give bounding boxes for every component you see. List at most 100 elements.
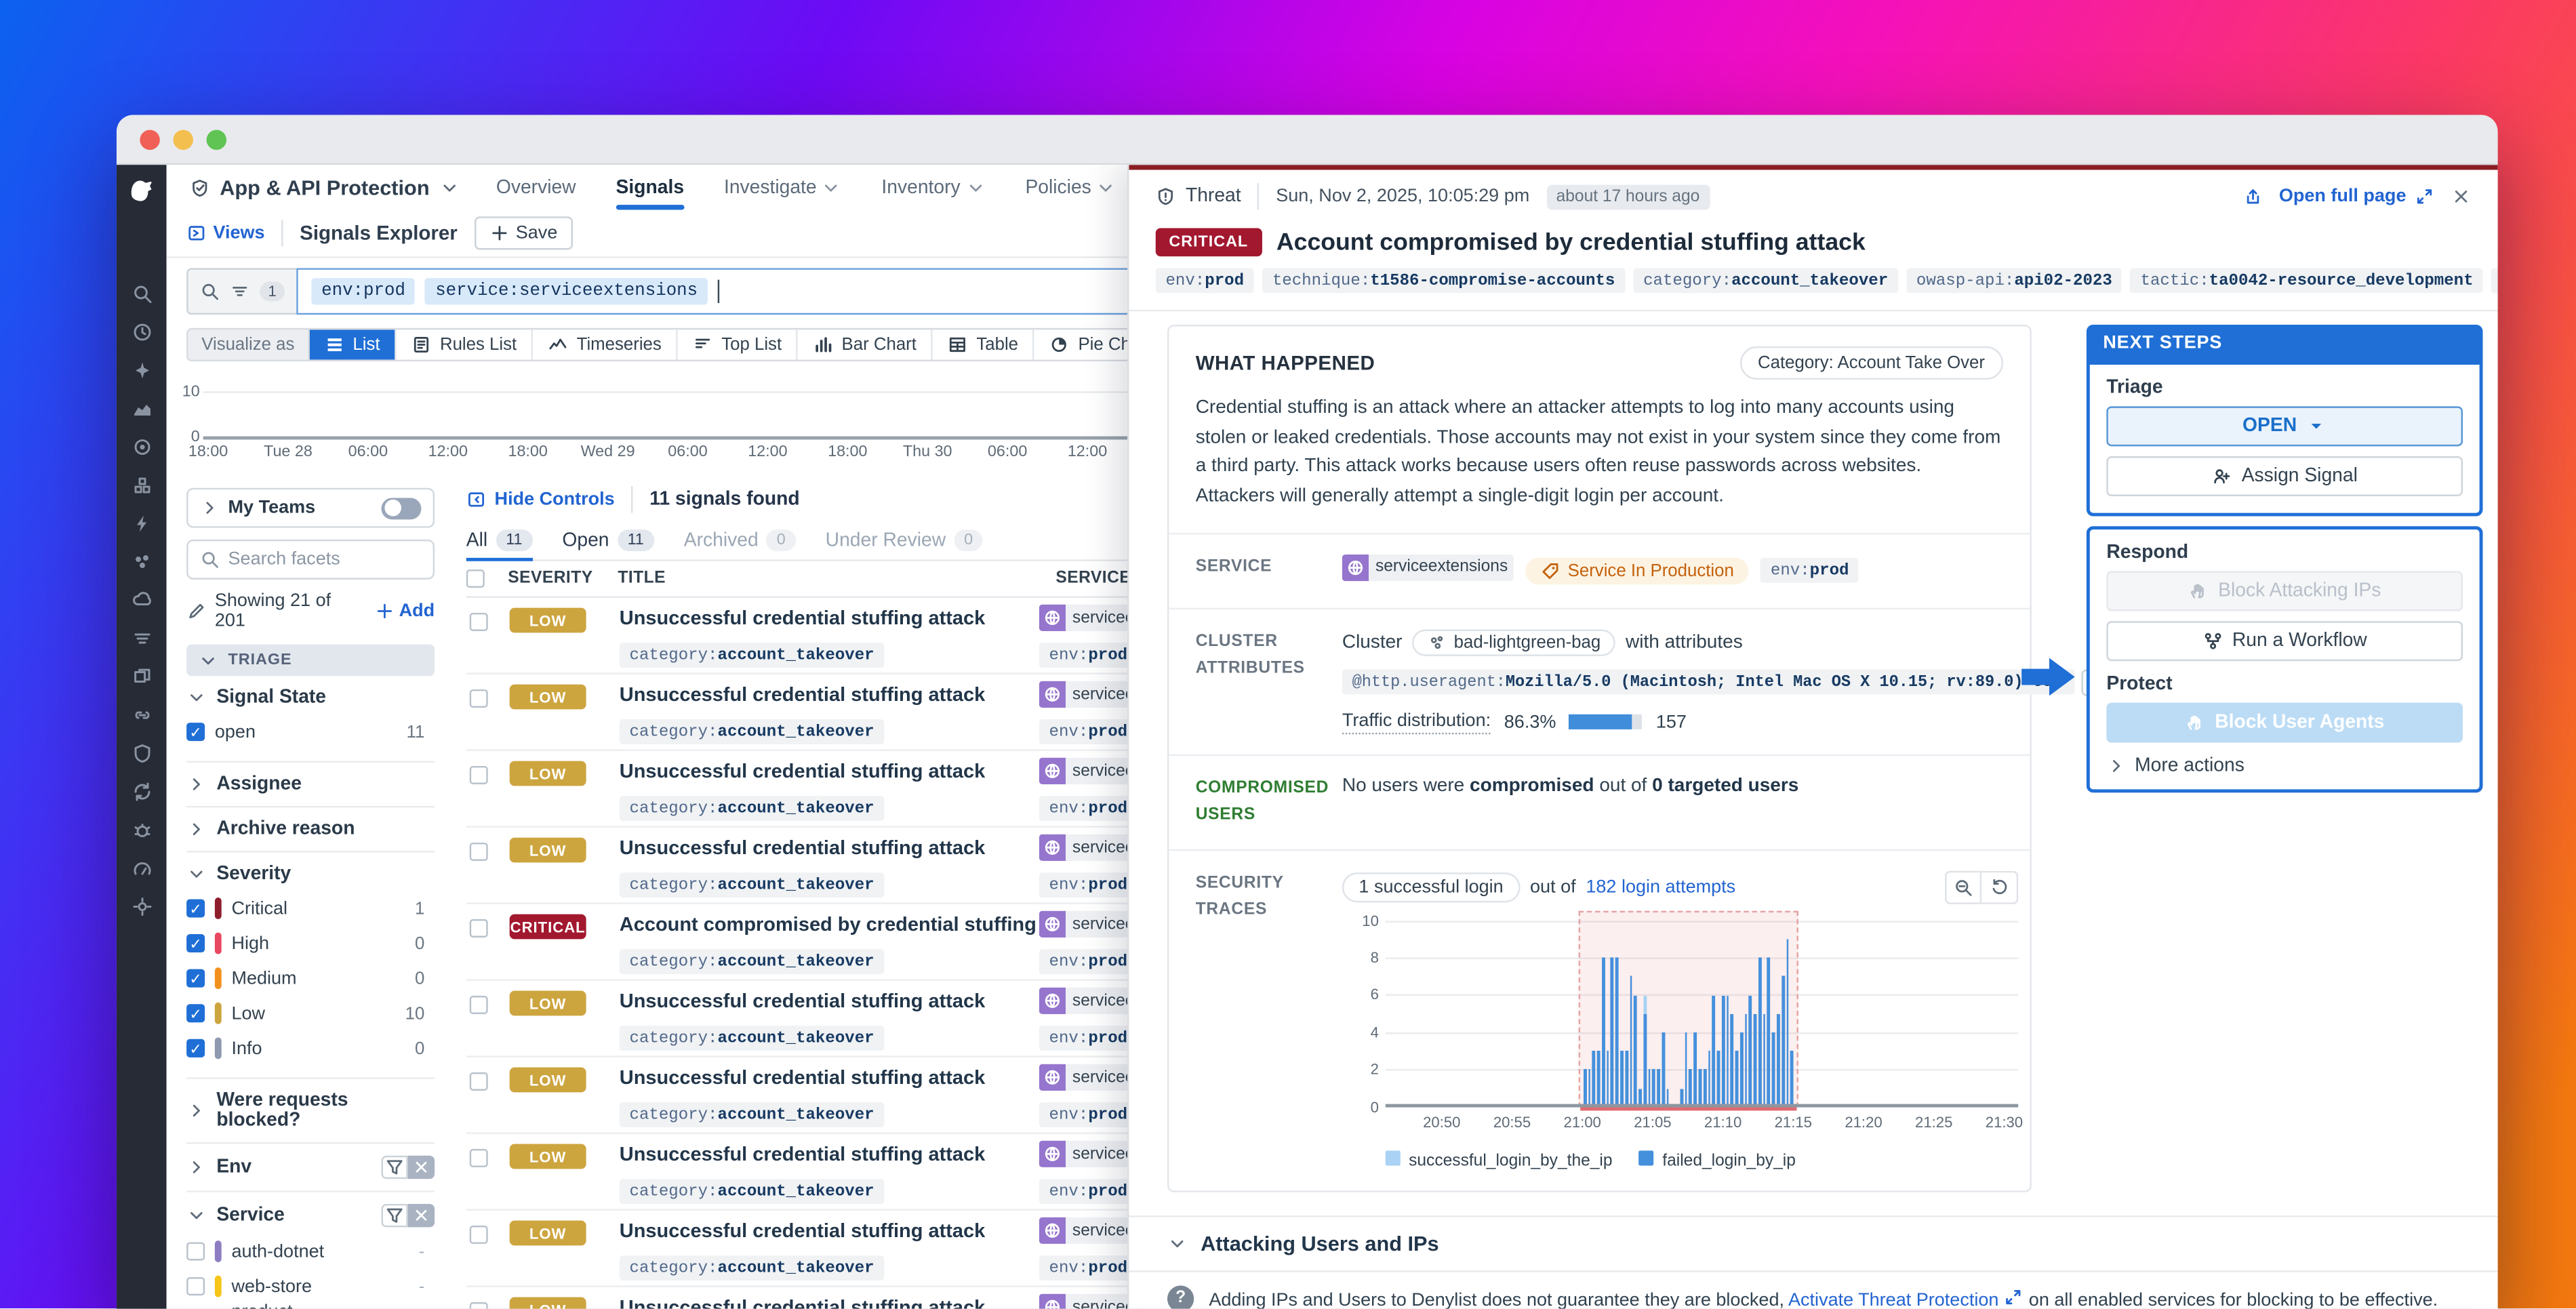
- facet-checkbox[interactable]: ✓: [186, 1039, 205, 1058]
- service-chip[interactable]: serviceextensions: [1039, 834, 1139, 861]
- zoom-out-icon[interactable]: [1945, 870, 1981, 904]
- nav-link-inventory[interactable]: Inventory: [881, 165, 985, 209]
- product-switcher[interactable]: App & API Protection: [190, 176, 460, 199]
- service-chip[interactable]: serviceextensions: [1039, 1294, 1139, 1309]
- category-tag[interactable]: category:account_takeover: [620, 872, 885, 898]
- gauge-icon[interactable]: [130, 856, 153, 879]
- legend-item[interactable]: failed_login_by_ip: [1639, 1150, 1796, 1170]
- facet-checkbox[interactable]: ✓: [186, 934, 205, 952]
- legend-item[interactable]: successful_login_by_the_ip: [1386, 1150, 1613, 1170]
- env-tag[interactable]: env:prod: [1039, 643, 1138, 668]
- row-checkbox[interactable]: [470, 1226, 488, 1244]
- env-tag[interactable]: env:prod: [1039, 1026, 1138, 1051]
- facet-header-severity[interactable]: Severity: [186, 864, 435, 884]
- facet-checkbox[interactable]: ✓: [186, 969, 205, 988]
- threat-tag[interactable]: category:account_takeover: [1633, 268, 1898, 293]
- row-checkbox[interactable]: [470, 919, 488, 938]
- triage-group-header[interactable]: TRIAGE: [186, 645, 435, 677]
- hexagons-icon[interactable]: [130, 550, 153, 573]
- category-tag[interactable]: category:account_takeover: [620, 1255, 885, 1281]
- row-checkbox[interactable]: [470, 1072, 488, 1091]
- facet-header-blocked[interactable]: Were requests blocked?: [186, 1091, 435, 1131]
- attacking-users-section-header[interactable]: Attacking Users and IPs: [1129, 1217, 2497, 1270]
- category-tag[interactable]: category:account_takeover: [620, 643, 885, 668]
- env-tag[interactable]: env:prod: [1039, 1179, 1138, 1204]
- visualize-table[interactable]: Table: [933, 329, 1035, 359]
- env-tag[interactable]: env:prod: [1039, 719, 1138, 744]
- category-tag[interactable]: category:account_takeover: [620, 719, 885, 744]
- env-tag[interactable]: env:prod: [1039, 872, 1138, 898]
- cubes-icon[interactable]: [130, 473, 153, 496]
- visualize-top-list[interactable]: Top List: [678, 329, 798, 359]
- threat-tag[interactable]: technique:t1586-compromise-accounts: [1262, 268, 1625, 293]
- visualize-bar-chart[interactable]: Bar Chart: [799, 329, 933, 359]
- cloud-icon[interactable]: [130, 588, 153, 611]
- nav-link-investigate[interactable]: Investigate: [724, 165, 841, 209]
- datadog-logo-icon[interactable]: [117, 165, 167, 215]
- pencil-icon[interactable]: [186, 601, 206, 621]
- service-chip[interactable]: serviceextensions: [1039, 988, 1139, 1014]
- facet-header-assignee[interactable]: Assignee: [186, 774, 435, 794]
- nav-link-overview[interactable]: Overview: [496, 165, 576, 209]
- row-checkbox[interactable]: [470, 996, 488, 1014]
- facet-header-signal-state[interactable]: Signal State: [186, 687, 435, 707]
- my-teams-card[interactable]: My Teams: [186, 488, 435, 528]
- reset-zoom-icon[interactable]: [1981, 870, 2018, 904]
- env-tag[interactable]: env:prod: [1039, 1255, 1138, 1281]
- close-window-button[interactable]: [140, 129, 159, 148]
- nav-link-policies[interactable]: Policies: [1025, 165, 1116, 209]
- facet-header-service[interactable]: Service ✕: [186, 1204, 435, 1227]
- facet-header-archive-reason[interactable]: Archive reason: [186, 820, 435, 839]
- facet-clear-button[interactable]: ✕: [408, 1156, 435, 1179]
- visualize-rules-list[interactable]: Rules List: [397, 329, 534, 359]
- row-checkbox[interactable]: [470, 689, 488, 708]
- row-checkbox[interactable]: [470, 1302, 488, 1309]
- block-attacking-ips-button[interactable]: Block Attacking IPs: [2106, 571, 2463, 611]
- row-checkbox[interactable]: [470, 766, 488, 784]
- login-attempts-link[interactable]: 182 login attempts: [1586, 877, 1735, 897]
- category-tag[interactable]: category:account_takeover: [620, 949, 885, 974]
- visualize-list[interactable]: List: [310, 329, 397, 359]
- threat-tag[interactable]: env:prod: [1156, 268, 1254, 293]
- activate-threat-protection-link[interactable]: Activate Threat Protection: [1788, 1290, 1998, 1309]
- service-chip[interactable]: serviceextensions: [1342, 554, 1514, 580]
- cluster-chip[interactable]: bad-lightgreen-bag: [1412, 629, 1615, 656]
- visualize-timeseries[interactable]: Timeseries: [534, 329, 679, 359]
- facet-checkbox[interactable]: [186, 1242, 205, 1260]
- nav-link-signals[interactable]: Signals: [616, 165, 684, 209]
- my-teams-toggle[interactable]: [382, 497, 422, 519]
- triage-status-dropdown[interactable]: OPEN: [2106, 406, 2463, 446]
- facet-header-env[interactable]: Env ✕: [186, 1156, 435, 1179]
- service-chip[interactable]: serviceextensions: [1039, 911, 1139, 938]
- share-icon[interactable]: [2242, 186, 2262, 206]
- query-token[interactable]: service:serviceextensions: [425, 278, 707, 304]
- row-checkbox[interactable]: [470, 1149, 488, 1167]
- more-actions-button[interactable]: More actions: [2106, 756, 2463, 776]
- assign-signal-button[interactable]: Assign Signal: [2106, 456, 2463, 496]
- category-tag[interactable]: category:account_takeover: [620, 796, 885, 821]
- service-chip[interactable]: serviceextensions: [1039, 1217, 1139, 1244]
- facet-checkbox[interactable]: [186, 1277, 205, 1295]
- history-icon[interactable]: [130, 320, 153, 343]
- run-workflow-button[interactable]: Run a Workflow: [2106, 621, 2463, 661]
- facet-checkbox[interactable]: ✓: [186, 723, 205, 741]
- useragent-tag[interactable]: @http.useragent:Mozilla/5.0 (Macintosh; …: [1342, 670, 2075, 695]
- save-button[interactable]: Save: [474, 216, 572, 249]
- filter-lines-icon[interactable]: [130, 626, 153, 649]
- facet-checkbox[interactable]: ✓: [186, 899, 205, 917]
- sparkles-icon[interactable]: [130, 358, 153, 381]
- facet-clear-button[interactable]: ✕: [408, 1204, 435, 1227]
- close-panel-button[interactable]: [2451, 186, 2471, 206]
- block-user-agents-button[interactable]: Block User Agents: [2106, 703, 2463, 743]
